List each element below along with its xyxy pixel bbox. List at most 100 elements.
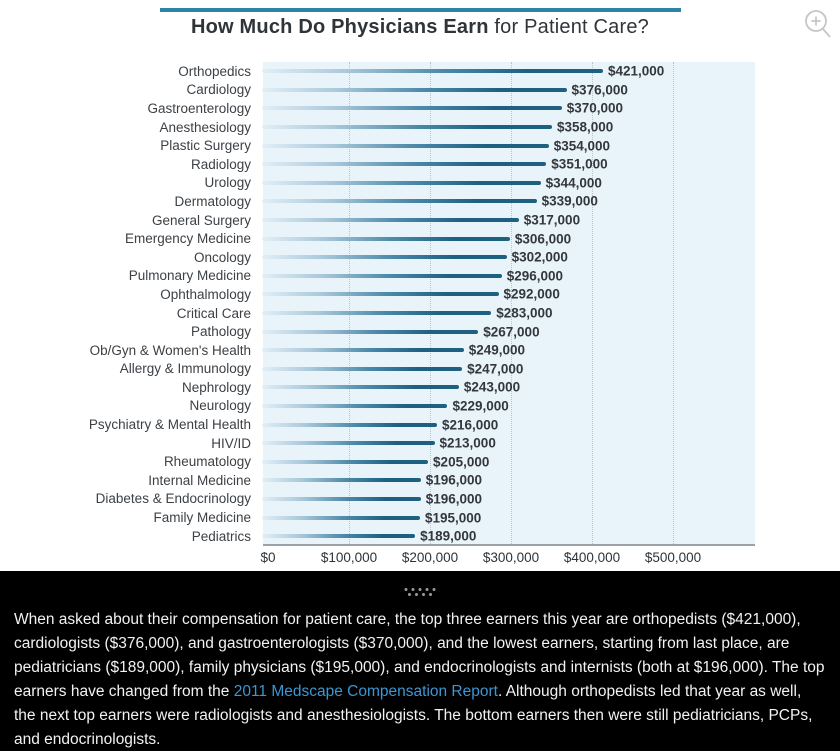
category-label: Emergency Medicine: [124, 231, 251, 247]
bar: [262, 180, 541, 185]
chart-row: Radiology $351,000: [0, 155, 840, 174]
bar: [262, 106, 562, 111]
chart-row: Nephrology $243,000: [0, 378, 840, 397]
value-label: $306,000: [514, 231, 572, 247]
chart-row: Urology $344,000: [0, 174, 840, 193]
value-label: $421,000: [608, 63, 665, 79]
chart-row: Ob/Gyn & Women's Health $249,000: [0, 341, 840, 360]
x-tick-label: $300,000: [482, 550, 540, 565]
chart-row: HIV/ID $213,000: [0, 434, 840, 453]
bar-zone: $196,000: [257, 471, 749, 490]
category-label: Ophthalmology: [160, 286, 251, 302]
chart-row: Anesthesiology $358,000: [0, 118, 840, 137]
bar: [262, 515, 420, 520]
bar-zone: $296,000: [257, 267, 749, 286]
value-label: $283,000: [496, 305, 553, 321]
value-label: $229,000: [452, 398, 509, 414]
chart-row: Neurology $229,000: [0, 397, 840, 416]
category-label: Allergy & Immunology: [119, 361, 251, 377]
value-label: $317,000: [523, 212, 581, 228]
chart-row: Dermatology $339,000: [0, 192, 840, 211]
value-label: $376,000: [571, 82, 628, 98]
bar-zone: $370,000: [257, 99, 749, 118]
value-label: $189,000: [420, 528, 477, 544]
chart-row: Cardiology $376,000: [0, 81, 840, 100]
category-label: Gastroenterology: [147, 100, 251, 116]
chart-row: Plastic Surgery $354,000: [0, 136, 840, 155]
x-tick-label: $0: [260, 550, 276, 565]
bar-zone: $267,000: [257, 322, 749, 341]
caption-text: When asked about their compensation for …: [14, 608, 826, 751]
value-label: $195,000: [424, 510, 482, 526]
value-label: $267,000: [483, 324, 540, 340]
chart-row: Pathology $267,000: [0, 322, 840, 341]
bar-zone: $196,000: [257, 490, 749, 509]
bar-zone: $317,000: [257, 211, 749, 230]
bar: [262, 478, 421, 483]
value-label: $196,000: [425, 491, 483, 507]
chart-row: Rheumatology $205,000: [0, 452, 840, 471]
bar: [262, 87, 567, 92]
category-label: Rheumatology: [163, 454, 251, 470]
bar: [262, 329, 479, 334]
value-label: $196,000: [425, 472, 483, 488]
category-label: Urology: [204, 175, 251, 191]
bar: [262, 69, 603, 74]
category-label: Orthopedics: [178, 63, 251, 79]
bar: [262, 199, 537, 204]
report-link[interactable]: 2011 Medscape Compensation Report: [233, 683, 498, 700]
value-label: $243,000: [463, 379, 521, 395]
value-label: $249,000: [468, 342, 525, 358]
chart-row: Ophthalmology $292,000: [0, 285, 840, 304]
category-label: Oncology: [193, 249, 251, 265]
title-rule: [160, 8, 681, 12]
category-label: Neurology: [189, 398, 251, 414]
value-label: $358,000: [556, 119, 614, 135]
gridline: [673, 62, 674, 544]
bar: [262, 534, 416, 539]
page-title-regular: for Patient Care?: [488, 16, 650, 38]
chart-row: Family Medicine $195,000: [0, 508, 840, 527]
bar: [262, 366, 463, 371]
chart-row: Internal Medicine $196,000: [0, 471, 840, 490]
bar: [262, 255, 507, 260]
chart-row: Pulmonary Medicine $296,000: [0, 267, 840, 286]
chart-row: Diabetes & Endocrinology $196,000: [0, 490, 840, 509]
gridline: [349, 62, 350, 544]
bar-zone: $249,000: [257, 341, 749, 360]
value-label: $302,000: [511, 249, 568, 265]
bar: [262, 385, 459, 390]
caption-before-link: When asked about their compensation for …: [14, 611, 825, 700]
bar-zone: $351,000: [257, 155, 749, 174]
category-label: Pulmonary Medicine: [128, 268, 251, 284]
category-label: Anesthesiology: [159, 119, 251, 135]
bar: [262, 143, 549, 148]
category-label: Nephrology: [181, 379, 251, 395]
gridline: [592, 62, 593, 544]
chart-row: Emergency Medicine $306,000: [0, 229, 840, 248]
zoom-in-icon[interactable]: [802, 8, 834, 42]
category-label: Dermatology: [174, 193, 251, 209]
chart-row: Critical Care $283,000: [0, 304, 840, 323]
bar-zone: $247,000: [257, 360, 749, 379]
page-title: How Much Do Physicians Earn for Patient …: [0, 16, 840, 39]
bar-zone: $216,000: [257, 415, 749, 434]
bar-zone: $339,000: [257, 192, 749, 211]
value-label: $247,000: [467, 361, 524, 377]
bar-zone: $283,000: [257, 304, 749, 323]
chart-row: Allergy & Immunology $247,000: [0, 360, 840, 379]
value-label: $213,000: [439, 435, 496, 451]
category-label: HIV/ID: [211, 435, 251, 451]
chart-row: General Surgery $317,000: [0, 211, 840, 230]
bar: [262, 441, 435, 446]
category-label: Family Medicine: [153, 510, 251, 526]
caption-after-link: . Although orthopedists led that year as…: [14, 683, 813, 748]
chart-plot-area: [263, 62, 755, 546]
bar: [262, 273, 502, 278]
caption-panel: When asked about their compensation for …: [0, 571, 840, 751]
bar: [262, 236, 510, 241]
chart-row: Orthopedics $421,000: [0, 62, 840, 81]
bar: [262, 218, 519, 223]
value-label: $344,000: [545, 175, 602, 191]
